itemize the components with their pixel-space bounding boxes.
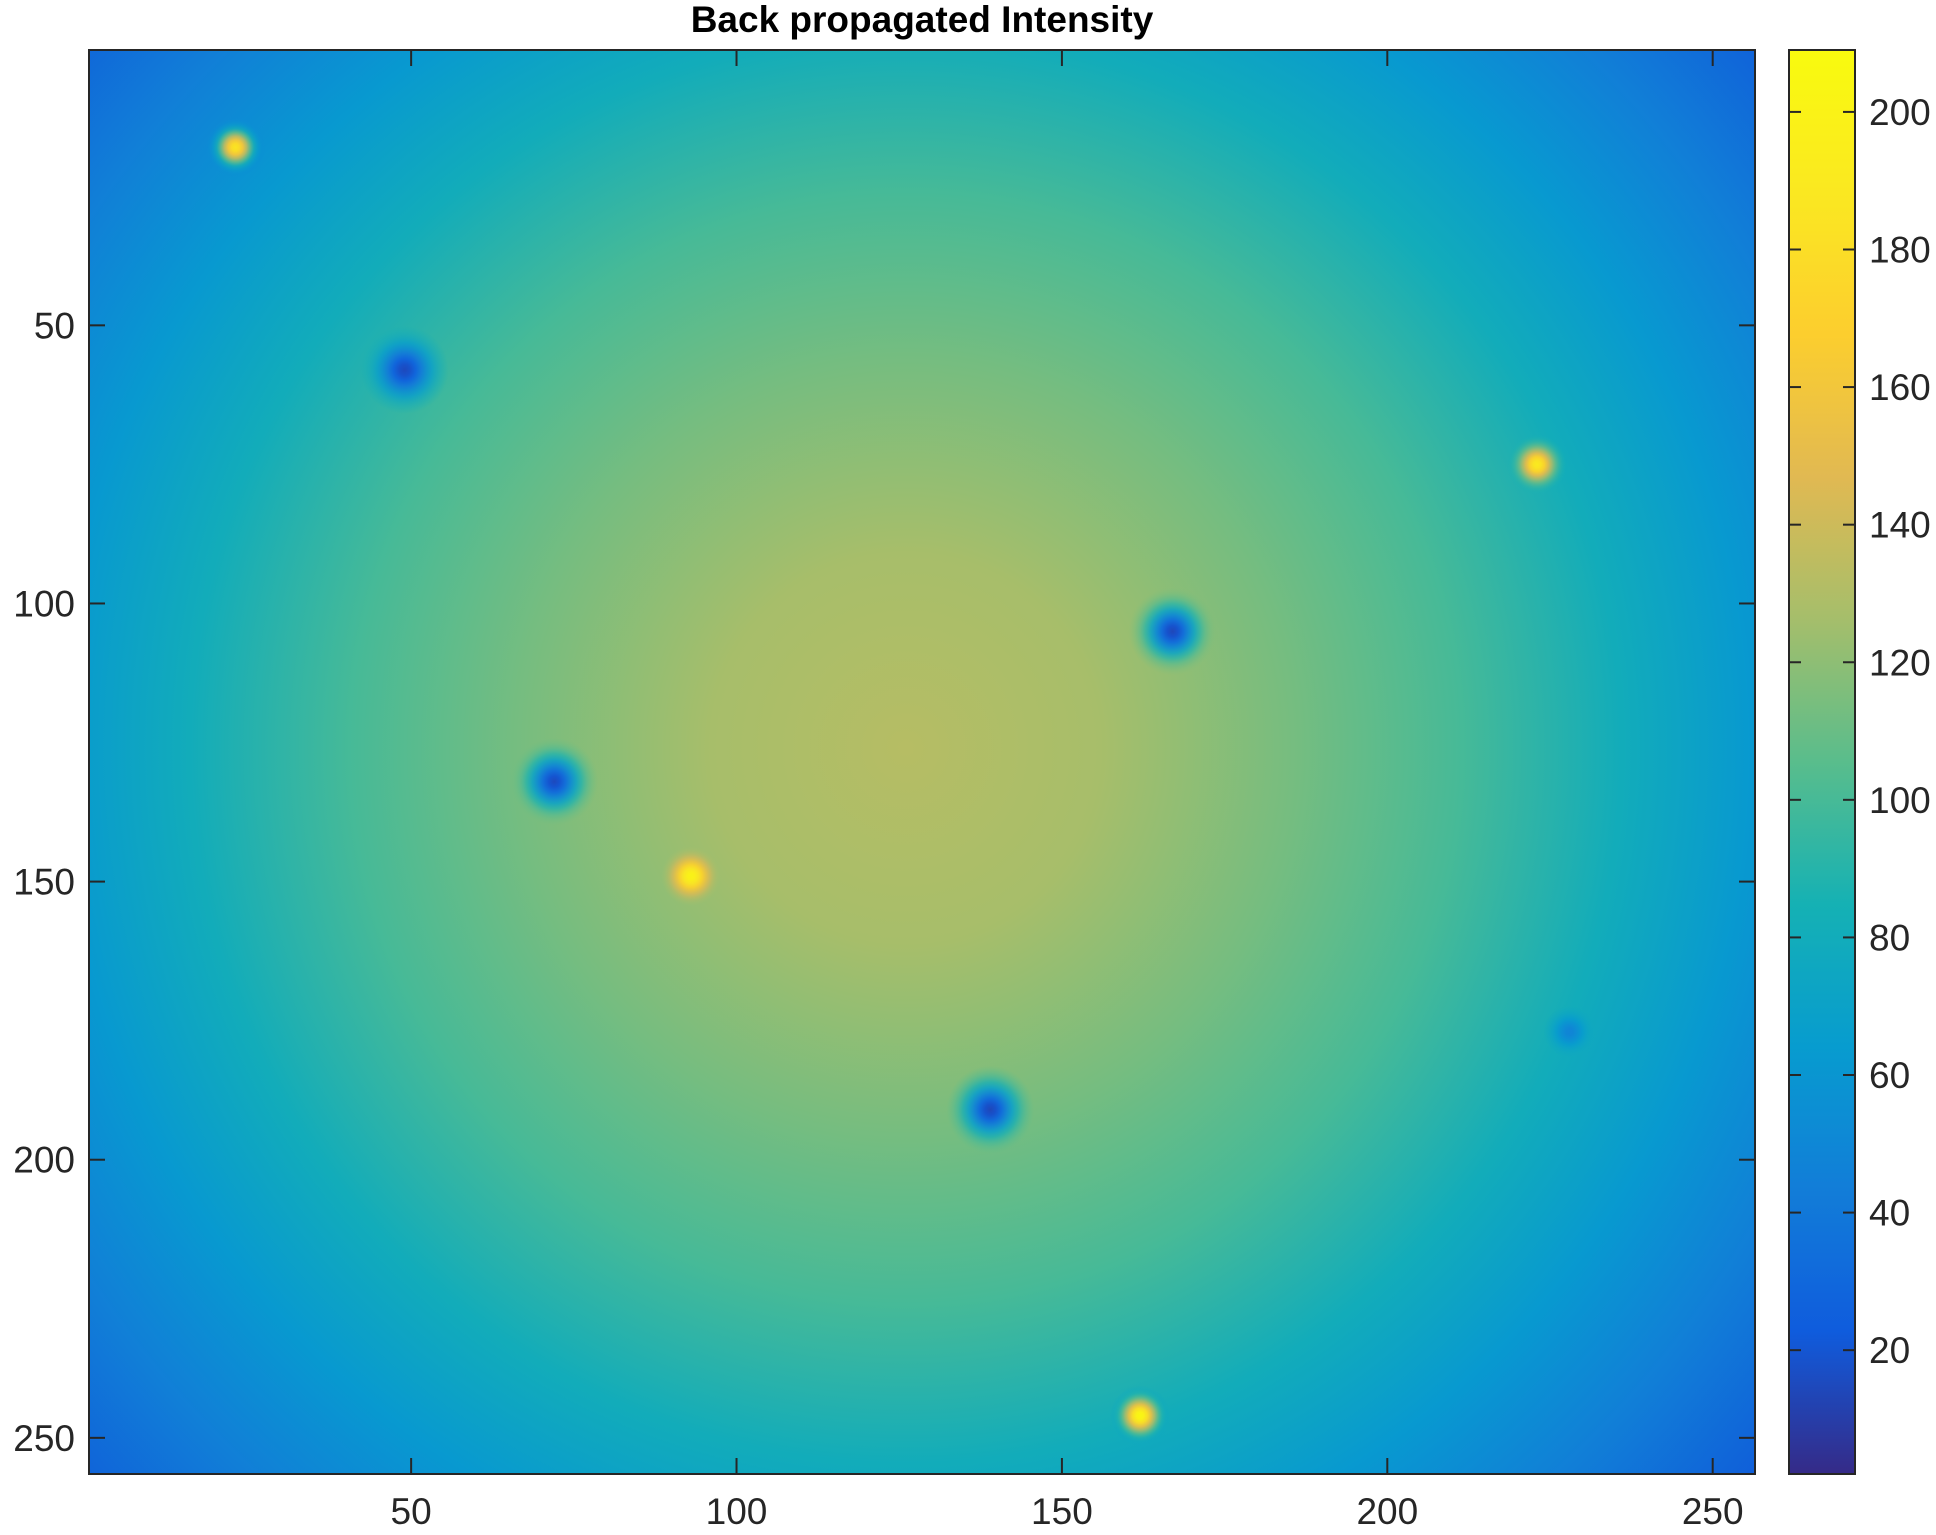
- x-tick-label: 50: [391, 1491, 432, 1532]
- colorbar-tick-label: 120: [1869, 642, 1931, 683]
- x-tick-label: 200: [1356, 1491, 1418, 1532]
- heatmap-image: [89, 50, 1755, 1474]
- heatmap-background: [89, 50, 1755, 1474]
- colorbar-gradient: [1789, 50, 1855, 1474]
- dark-spot: [1128, 587, 1217, 676]
- plot-frame: [88, 49, 1756, 1475]
- colorbar-tick-label: 40: [1869, 1193, 1910, 1234]
- colorbar-tick-label: 200: [1869, 92, 1931, 133]
- x-tick-label: 100: [706, 1491, 768, 1532]
- colorbar-tick-label: 20: [1869, 1330, 1910, 1371]
- bright-spot: [1110, 1385, 1171, 1446]
- y-tick-label: 150: [13, 862, 75, 903]
- x-tick-label: 150: [1031, 1491, 1093, 1532]
- colorbar-tick-label: 100: [1869, 780, 1931, 821]
- colorbar-tick-label: 160: [1869, 367, 1931, 408]
- colorbar-tick-label: 180: [1869, 229, 1931, 270]
- colorbar-ticks: 20 40 60 80 100 120 140 160 180 200: [1789, 92, 1931, 1371]
- y-tick-label: 250: [13, 1418, 75, 1459]
- y-tick-label: 200: [13, 1140, 75, 1181]
- bright-spot: [1506, 434, 1567, 495]
- chart-title: Back propagated Intensity: [691, 0, 1154, 40]
- y-tick-label: 50: [34, 305, 75, 346]
- dark-spot: [360, 325, 449, 414]
- colorbar-frame: [1788, 49, 1856, 1475]
- colorbar-tick-label: 60: [1869, 1055, 1910, 1096]
- y-axis: 50 100 150 200 250: [13, 305, 1755, 1459]
- x-axis: 50 100 150 200 250: [391, 50, 1744, 1532]
- y-tick-label: 100: [13, 583, 75, 624]
- bright-spot: [205, 117, 266, 178]
- colorbar: [1789, 50, 1855, 1474]
- colorbar-tick-label: 140: [1869, 505, 1931, 546]
- colorbar-tick-label: 80: [1869, 917, 1910, 958]
- dark-spot: [946, 1065, 1035, 1154]
- dark-spot: [510, 737, 599, 826]
- x-tick-label: 250: [1682, 1491, 1744, 1532]
- bright-spot: [660, 846, 721, 907]
- dark-spot: [1543, 1005, 1596, 1058]
